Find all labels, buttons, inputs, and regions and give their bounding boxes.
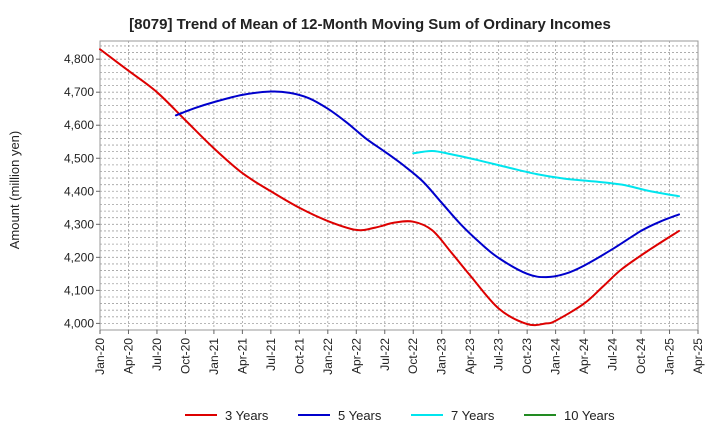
series-line-7-years	[412, 149, 681, 198]
x-tick-label: Apr-23	[463, 338, 477, 374]
x-tick-label: Oct-23	[520, 338, 534, 374]
x-tick-label: Jul-21	[264, 338, 278, 371]
y-tick-label: 4,800	[64, 52, 94, 66]
x-tick-label: Jul-20	[150, 338, 164, 371]
y-tick-label: 4,600	[64, 118, 94, 132]
legend: 3 Years 5 Years 7 Years 10 Years	[185, 408, 615, 423]
x-tick-label: Apr-21	[235, 338, 249, 374]
x-tick-label: Oct-22	[406, 338, 420, 374]
chart-title: [8079] Trend of Mean of 12-Month Moving …	[129, 16, 611, 33]
series-group	[99, 48, 681, 327]
y-tick-label: 4,000	[64, 316, 94, 330]
legend-label-3-years: 3 Years	[225, 408, 269, 423]
x-tick-label: Oct-20	[178, 338, 192, 374]
x-tick-label: Jan-24	[549, 338, 563, 375]
x-tick-label: Apr-20	[121, 338, 135, 374]
y-tick-label: 4,200	[64, 250, 94, 264]
x-tick-label: Oct-21	[292, 338, 306, 374]
x-tick-label: Jan-25	[663, 338, 677, 375]
y-tick-label: 4,700	[64, 85, 94, 99]
x-tick-label: Jan-22	[321, 338, 335, 375]
x-tick-label: Jan-23	[435, 338, 449, 375]
x-tick-label: Jul-24	[606, 338, 620, 371]
y-tick-label: 4,500	[64, 151, 94, 165]
y-tick-label: 4,300	[64, 217, 94, 231]
x-tick-label: Oct-24	[634, 338, 648, 374]
plot-area	[99, 40, 699, 331]
x-tick-label: Jan-21	[207, 338, 221, 375]
x-axis: Jan-20 Apr-20 Jul-20 Oct-20 Jan-21 Apr-21 Jul-…	[93, 330, 705, 375]
x-tick-label: Apr-25	[691, 338, 705, 374]
legend-label-7-years: 7 Years	[451, 408, 495, 423]
y-axis: 4,000 4,100 4,200 4,300 4,400 4,500 4,600 4,700…	[64, 52, 100, 330]
legend-label-10-years: 10 Years	[564, 408, 615, 423]
y-axis-label: Amount (million yen)	[7, 131, 22, 250]
y-tick-label: 4,400	[64, 184, 94, 198]
x-tick-label: Apr-24	[577, 338, 591, 374]
x-tick-label: Jan-20	[93, 338, 107, 375]
y-tick-label: 4,100	[64, 283, 94, 297]
x-tick-label: Jul-23	[492, 338, 506, 371]
x-tick-label: Apr-22	[349, 338, 363, 374]
grid	[100, 41, 698, 330]
series-line-5-years	[174, 90, 681, 279]
legend-label-5-years: 5 Years	[338, 408, 382, 423]
series-line-3-years	[99, 48, 681, 327]
x-tick-label: Jul-22	[378, 338, 392, 371]
